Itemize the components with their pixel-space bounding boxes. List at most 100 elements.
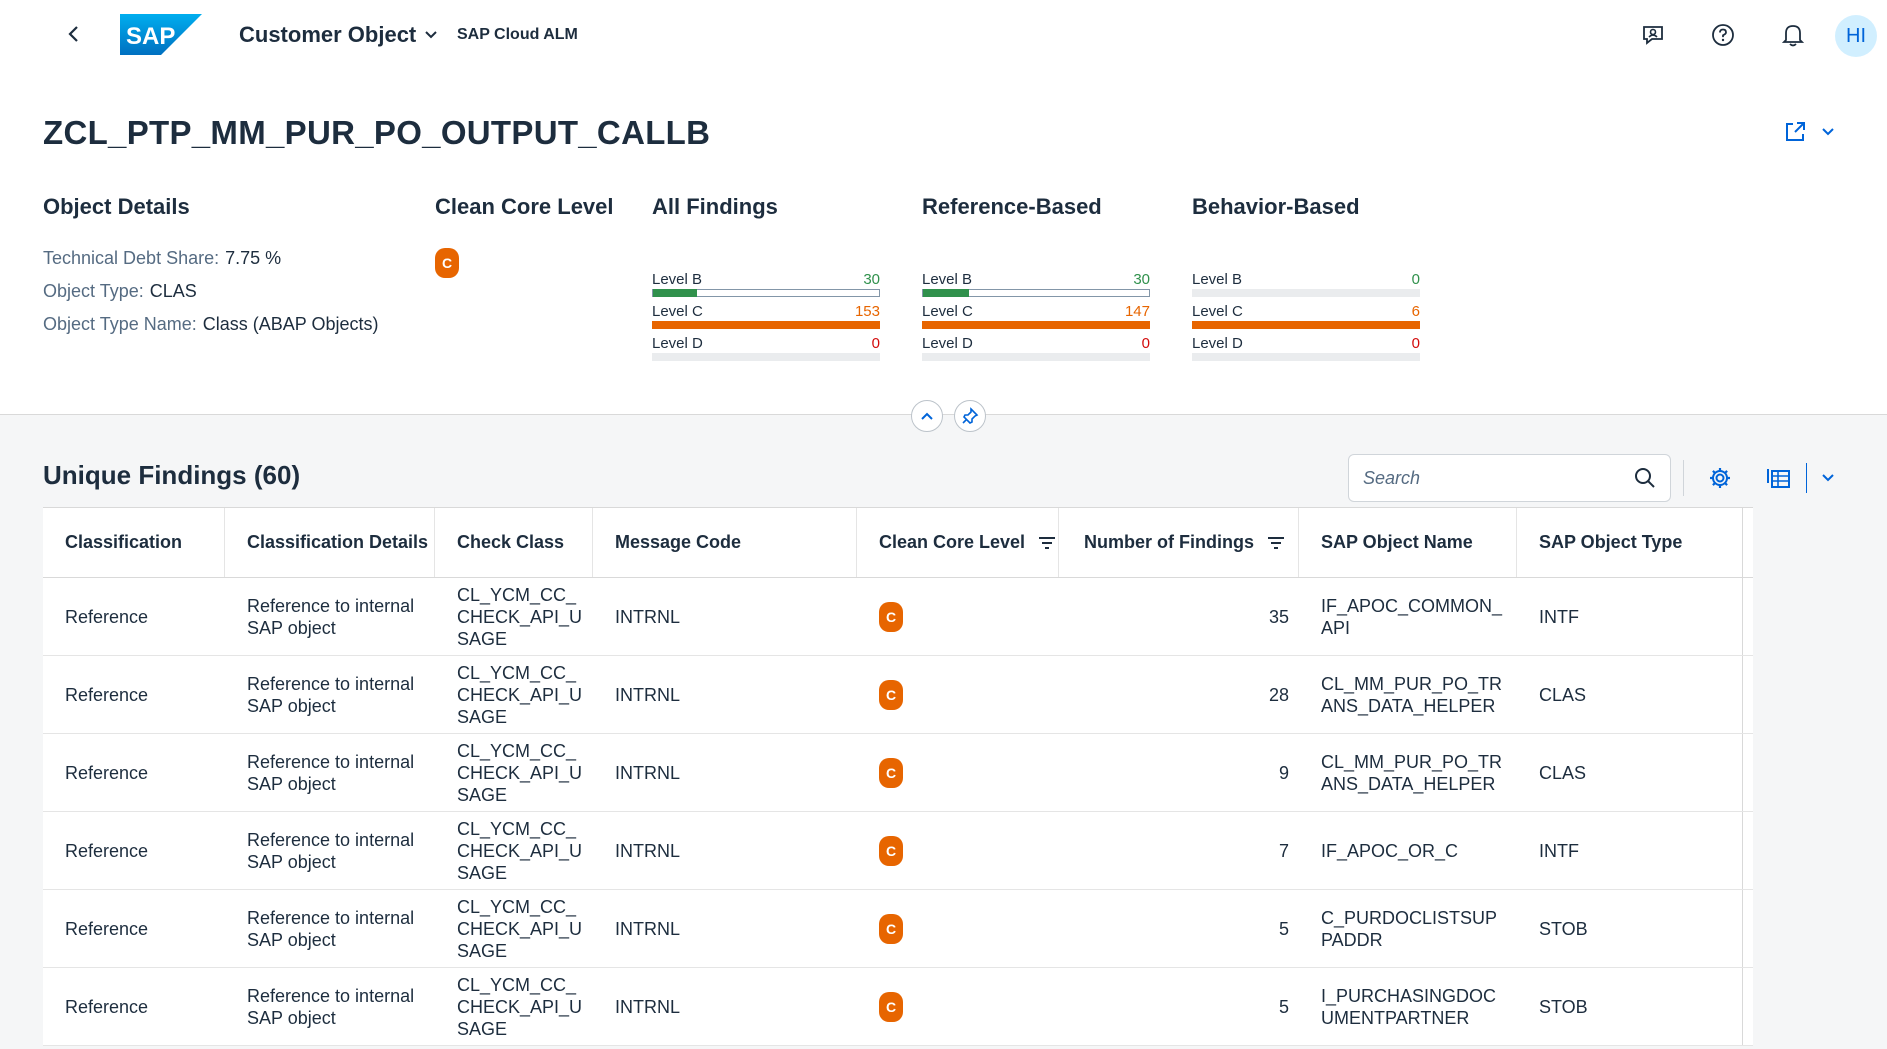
column-label: SAP Object Name <box>1321 532 1473 552</box>
pin-header-button[interactable] <box>954 400 986 432</box>
table-row[interactable]: Reference Reference to internal SAP objec… <box>43 890 1753 968</box>
level-label: Level D <box>652 335 703 352</box>
cell-sap-object-name: IF_APOC_OR_C <box>1299 812 1517 889</box>
cell-check-class: CL_YCM_CC_CHECK_API_USAGE <box>435 656 593 733</box>
search-icon[interactable] <box>1634 467 1656 489</box>
cell-number-of-findings-text: 28 <box>1268 684 1289 705</box>
cell-check-class: CL_YCM_CC_CHECK_API_USAGE <box>435 968 593 1045</box>
table-row[interactable]: Reference Reference to internal SAP objec… <box>43 812 1753 890</box>
cell-classification-text: Reference <box>65 996 149 1017</box>
cell-clean-core-level: C <box>857 656 1059 733</box>
cell-classification-details: Reference to internal SAP object <box>225 812 435 889</box>
level-b-bar-fill <box>653 289 698 297</box>
level-d-row[interactable]: Level D 0 <box>1192 330 1420 362</box>
cell-check-class-text: CL_YCM_CC_CHECK_API_USAGE <box>457 740 583 805</box>
cell-sap-object-name: CL_MM_PUR_PO_TRANS_DATA_HELPER <box>1299 656 1517 733</box>
cell-number-of-findings-text: 5 <box>1278 996 1289 1017</box>
share-icon <box>1786 122 1805 141</box>
share-button[interactable] <box>1783 116 1853 148</box>
cell-sap-object-type-text: INTF <box>1539 840 1579 861</box>
level-b-bar-track <box>1192 289 1420 297</box>
clean-core-level-badge: C <box>879 679 903 710</box>
table-row[interactable]: Reference Reference to internal SAP objec… <box>43 656 1753 734</box>
column-header-sap-object-name[interactable]: SAP Object Name <box>1299 508 1517 577</box>
back-button[interactable] <box>58 18 90 50</box>
detail-value: Class (ABAP Objects) <box>202 314 379 334</box>
export-button[interactable] <box>1761 460 1797 496</box>
cell-sap-object-name-text: I_PURCHASINGDOCUMENTPARTNER <box>1321 985 1497 1028</box>
level-label: Level C <box>1192 303 1243 320</box>
level-b-bar-fill <box>923 289 970 297</box>
clean-core-level-badge: C <box>879 601 903 632</box>
cell-message-code: INTRNL <box>593 890 857 967</box>
sap-logo[interactable]: SAP <box>120 14 202 55</box>
chevron-left-icon <box>68 26 78 42</box>
cell-message-code-text: INTRNL <box>615 840 681 861</box>
level-b-row[interactable]: Level B 30 <box>652 266 880 298</box>
cell-check-class: CL_YCM_CC_CHECK_API_USAGE <box>435 812 593 889</box>
table-settings-button[interactable] <box>1702 460 1738 496</box>
cell-sap-object-type: INTF <box>1517 812 1743 889</box>
cell-classification-text: Reference <box>65 606 149 627</box>
gear-icon <box>1710 468 1730 488</box>
cell-sap-object-name-text: CL_MM_PUR_PO_TRANS_DATA_HELPER <box>1321 751 1503 794</box>
level-b-row[interactable]: Level B 0 <box>1192 266 1420 298</box>
table-row[interactable]: Reference Reference to internal SAP objec… <box>43 578 1753 656</box>
level-d-bar-track <box>1192 353 1420 361</box>
column-label: Check Class <box>457 532 565 552</box>
level-d-row[interactable]: Level D 0 <box>922 330 1150 362</box>
app-title-menu[interactable]: Customer Object <box>239 22 438 48</box>
cell-classification-text: Reference <box>65 684 149 705</box>
column-label: Clean Core Level <box>879 532 1026 552</box>
cell-sap-object-type: INTF <box>1517 578 1743 655</box>
column-header-number-of-findings[interactable]: Number of Findings <box>1059 508 1299 577</box>
column-header-classification[interactable]: Classification <box>43 508 225 577</box>
cell-sap-object-type: STOB <box>1517 968 1743 1045</box>
header-controls <box>911 400 986 432</box>
level-d-bar-track <box>652 353 880 361</box>
joule-button[interactable] <box>1636 18 1670 52</box>
column-header-classification-details[interactable]: Classification Details <box>225 508 435 577</box>
table-row[interactable]: Reference Reference to internal SAP objec… <box>43 968 1753 1046</box>
table-row[interactable]: Reference Reference to internal SAP objec… <box>43 734 1753 812</box>
cell-classification-details-text: Reference to internal SAP object <box>247 751 415 794</box>
level-b-bar-track <box>652 289 880 297</box>
cell-sap-object-type-text: STOB <box>1539 918 1588 939</box>
user-avatar[interactable]: HI <box>1835 15 1877 57</box>
level-d-row[interactable]: Level D 0 <box>652 330 880 362</box>
cell-classification-details: Reference to internal SAP object <box>225 968 435 1045</box>
level-b-row[interactable]: Level B 30 <box>922 266 1150 298</box>
cell-sap-object-name: C_PURDOCLISTSUPPADDR <box>1299 890 1517 967</box>
cell-classification: Reference <box>43 968 225 1045</box>
cell-sap-object-name-text: C_PURDOCLISTSUPPADDR <box>1321 907 1498 950</box>
level-c-row[interactable]: Level C 6 <box>1192 298 1420 330</box>
column-label: Classification <box>65 532 183 552</box>
column-header-clean-core-level[interactable]: Clean Core Level <box>857 508 1059 577</box>
collapse-header-button[interactable] <box>911 400 943 432</box>
cell-classification-details-text: Reference to internal SAP object <box>247 595 415 638</box>
toolbar-separator <box>1806 463 1807 493</box>
cell-check-class: CL_YCM_CC_CHECK_API_USAGE <box>435 578 593 655</box>
cell-message-code: INTRNL <box>593 968 857 1045</box>
notifications-button[interactable] <box>1776 18 1810 52</box>
level-value: 153 <box>854 303 880 320</box>
cell-classification-details-text: Reference to internal SAP object <box>247 907 415 950</box>
level-c-row[interactable]: Level C 153 <box>652 298 880 330</box>
search-input[interactable] <box>1363 467 1634 489</box>
level-c-row[interactable]: Level C 147 <box>922 298 1150 330</box>
column-header-sap-object-type[interactable]: SAP Object Type <box>1517 508 1743 577</box>
cell-message-code: INTRNL <box>593 812 857 889</box>
export-menu-button[interactable] <box>1810 460 1846 496</box>
level-value: 0 <box>1411 335 1420 352</box>
level-label: Level C <box>652 303 703 320</box>
column-header-message-code[interactable]: Message Code <box>593 508 857 577</box>
cell-sap-object-name-text: IF_APOC_COMMON_API <box>1321 595 1503 638</box>
help-button[interactable] <box>1706 18 1740 52</box>
cell-classification-text: Reference <box>65 762 149 783</box>
column-header-check-class[interactable]: Check Class <box>435 508 593 577</box>
cell-number-of-findings-text: 5 <box>1278 918 1289 939</box>
search-field[interactable] <box>1348 454 1671 502</box>
detail-label: Technical Debt Share: <box>43 248 220 268</box>
level-c-bar-track <box>922 321 1150 329</box>
all-findings-bars: Level B 30 Level C 153 Level D 0 <box>652 266 880 362</box>
